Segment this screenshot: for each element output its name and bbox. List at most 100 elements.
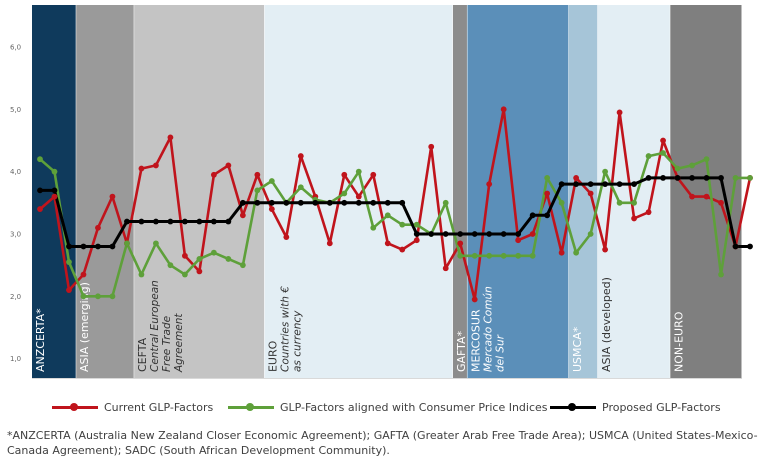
series-point-2: [80, 243, 87, 250]
series-point-2: [500, 231, 507, 237]
series-point-1: [544, 175, 551, 181]
series-point-1: [602, 168, 609, 175]
series-point-2: [602, 181, 609, 188]
series-point-1: [558, 199, 565, 206]
series-point-1: [80, 293, 87, 300]
region-bands: [32, 5, 744, 379]
series-point-0: [486, 181, 493, 188]
series-point-1: [37, 156, 43, 163]
series-point-1: [225, 256, 232, 262]
series-point-0: [602, 246, 609, 253]
series-point-0: [428, 143, 435, 150]
series-point-1: [529, 252, 536, 259]
series-point-2: [268, 199, 275, 206]
series-point-1: [239, 262, 246, 269]
series-point-2: [355, 199, 362, 206]
series-point-0: [181, 252, 188, 259]
series-point-1: [355, 168, 362, 175]
series-point-1: [138, 271, 145, 278]
region-sublabel-5-0: Mercado Común: [482, 286, 494, 372]
series-point-2: [51, 187, 58, 194]
legend-item-current: Current GLP-Factors: [52, 396, 213, 418]
series-point-2: [254, 199, 261, 206]
series-line-0: [39, 108, 752, 301]
region-label-2: CEFTA: [136, 337, 149, 372]
series-point-0: [167, 134, 174, 141]
series-point-2: [747, 243, 753, 250]
legend-label-aligned: GLP-Factors aligned with Consumer Price …: [280, 400, 548, 414]
series-point-1: [471, 252, 478, 259]
series-point-2: [442, 231, 449, 237]
y-tick-label: 3,0: [10, 231, 21, 239]
series-point-0: [471, 296, 478, 303]
region-label-4: GAFTA*: [455, 330, 468, 372]
series-point-0: [544, 190, 551, 197]
region-labels: ANZCERTA* ASIA (emerging) CEFTA Central Eur…: [34, 277, 758, 373]
series-point-0: [515, 237, 522, 244]
region-sublabel-5-1: del Sur: [494, 334, 506, 372]
series-point-1: [254, 187, 261, 194]
series-point-2: [196, 218, 203, 225]
y-tick-label: 5,0: [10, 106, 21, 114]
series-point-0: [341, 171, 348, 178]
legend-item-proposed: Proposed GLP-Factors: [550, 396, 721, 418]
series-point-0: [413, 237, 420, 244]
series-point-1: [616, 199, 623, 206]
region-label-6: USMCA*: [571, 326, 584, 372]
series-point-1: [573, 249, 580, 256]
series-point-2: [529, 212, 536, 219]
series-point-0: [196, 268, 203, 275]
series-point-2: [515, 231, 522, 237]
legend: Current GLP-Factors GLP-Factors aligned …: [0, 396, 768, 418]
series-point-2: [616, 181, 623, 188]
series-point-0: [239, 212, 246, 219]
legend-label-current: Current GLP-Factors: [104, 400, 214, 414]
region-sublabel-2-0: Central European: [149, 280, 161, 372]
series-point-1: [66, 259, 72, 265]
series-point-2: [297, 199, 304, 206]
legend-swatch-current: [52, 401, 98, 413]
series-point-2: [558, 181, 565, 188]
series-point-2: [283, 199, 290, 206]
series-point-2: [370, 199, 377, 206]
series-point-0: [399, 246, 406, 253]
series-point-2: [341, 199, 348, 206]
series-point-2: [384, 199, 391, 206]
series-point-2: [660, 175, 666, 181]
region-sublabel-2-1: Free Trade: [161, 316, 173, 372]
series-point-1: [51, 168, 58, 175]
series-point-2: [181, 218, 188, 225]
series-point-2: [225, 218, 232, 225]
series-point-0: [558, 249, 565, 256]
region-sublabel-2-2: Agreement: [173, 313, 185, 373]
region-label-0: ANZCERTA*: [34, 308, 47, 372]
series-point-1: [399, 221, 406, 228]
y-tick-label: 6,0: [10, 44, 21, 52]
series-point-2: [689, 175, 695, 181]
series-point-1: [153, 240, 159, 247]
series-point-2: [399, 199, 406, 206]
series-point-0: [138, 165, 145, 172]
region-band-7: [597, 5, 671, 378]
series-point-1: [196, 256, 203, 262]
series-point-2: [153, 218, 159, 225]
series-point-1: [703, 156, 710, 163]
series-point-2: [486, 231, 493, 237]
series-point-0: [703, 193, 710, 200]
series-point-1: [587, 231, 594, 237]
series-point-1: [732, 175, 739, 181]
region-label-7: ASIA (developed): [600, 277, 613, 372]
legend-swatch-proposed: [550, 401, 596, 413]
series-point-1: [95, 293, 101, 300]
series-point-1: [109, 293, 116, 300]
series-point-1: [747, 175, 753, 181]
y-tick-label: 4,0: [10, 168, 21, 176]
series-point-1: [442, 199, 449, 206]
series-point-1: [718, 271, 724, 278]
series-point-2: [109, 243, 116, 250]
series-point-2: [210, 218, 217, 225]
footnote: *ANZCERTA (Australia New Zealand Closer …: [7, 429, 758, 457]
region-band-2: [134, 5, 265, 378]
series-point-2: [326, 199, 333, 206]
series-point-0: [210, 171, 217, 178]
